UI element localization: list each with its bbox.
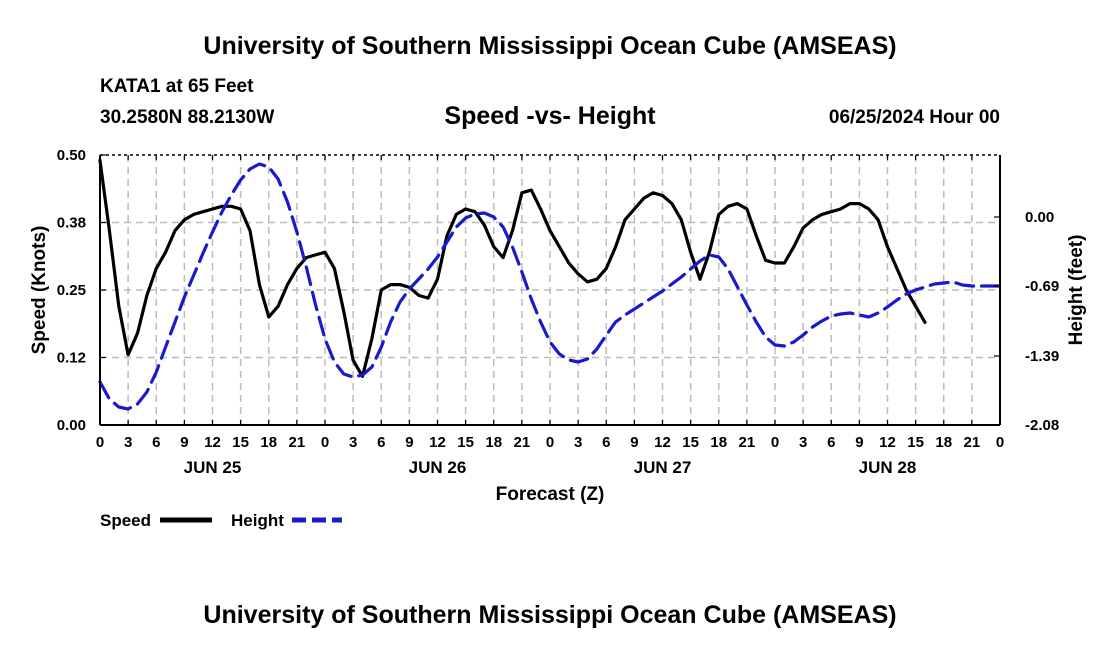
x-tick-label: 3 bbox=[124, 434, 132, 451]
day-label: JUN 25 bbox=[184, 458, 242, 477]
x-tick-label: 21 bbox=[739, 434, 756, 451]
y-right-tick-label: -1.39 bbox=[1025, 348, 1059, 365]
x-tick-label: 0 bbox=[321, 434, 329, 451]
x-tick-label: 3 bbox=[574, 434, 582, 451]
y-left-tick-label: 0.38 bbox=[57, 215, 86, 232]
x-tick-label: 6 bbox=[827, 434, 835, 451]
y-left-tick-label: 0.25 bbox=[57, 282, 86, 299]
x-tick-label: 9 bbox=[855, 434, 863, 451]
chart-title: Speed -vs- Height bbox=[444, 102, 656, 130]
day-label: JUN 27 bbox=[634, 458, 692, 477]
y-left-tick-label: 0.12 bbox=[57, 350, 86, 367]
y-right-tick-label: -0.69 bbox=[1025, 278, 1059, 295]
x-tick-label: 21 bbox=[964, 434, 981, 451]
y-right-tick-label: -2.08 bbox=[1025, 417, 1059, 434]
x-tick-label: 9 bbox=[405, 434, 413, 451]
x-tick-label: 3 bbox=[799, 434, 807, 451]
x-axis-title: Forecast (Z) bbox=[496, 484, 605, 505]
legend-speed-label: Speed bbox=[100, 511, 151, 530]
x-tick-label: 18 bbox=[710, 434, 727, 451]
x-tick-label: 6 bbox=[152, 434, 160, 451]
x-tick-label: 9 bbox=[180, 434, 188, 451]
x-tick-label: 15 bbox=[682, 434, 699, 451]
x-tick-label: 18 bbox=[260, 434, 277, 451]
grid bbox=[100, 155, 1000, 425]
x-tick-label: 15 bbox=[457, 434, 474, 451]
day-label: JUN 28 bbox=[859, 458, 917, 477]
day-label: JUN 26 bbox=[409, 458, 467, 477]
x-tick-label: 12 bbox=[429, 434, 446, 451]
series-layer bbox=[98, 158, 1002, 411]
x-tick-label: 12 bbox=[879, 434, 896, 451]
x-tick-label: 21 bbox=[514, 434, 531, 451]
x-tick-label: 12 bbox=[204, 434, 221, 451]
x-tick-label: 0 bbox=[996, 434, 1004, 451]
x-tick-label: 18 bbox=[485, 434, 502, 451]
x-tick-label: 21 bbox=[289, 434, 306, 451]
y-axis-right-title: Height (feet) bbox=[1066, 235, 1087, 346]
legend-height-label: Height bbox=[231, 511, 284, 530]
y-left-tick-label: 0.50 bbox=[57, 147, 86, 164]
speed-height-chart: Forecast (Z) Speed (Knots) Height (feet)… bbox=[29, 147, 1087, 530]
footer-title: University of Southern Mississippi Ocean… bbox=[203, 601, 897, 629]
station-label: KATA1 at 65 Feet bbox=[100, 76, 254, 97]
x-tick-label: 15 bbox=[907, 434, 924, 451]
x-tick-label: 9 bbox=[630, 434, 638, 451]
axes bbox=[99, 154, 1001, 426]
x-tick-label: 0 bbox=[546, 434, 554, 451]
x-tick-label: 0 bbox=[96, 434, 104, 451]
y-right-tick-label: 0.00 bbox=[1025, 209, 1054, 226]
coordinates-label: 30.2580N 88.2130W bbox=[100, 107, 275, 128]
x-tick-label: 0 bbox=[771, 434, 779, 451]
report-title: University of Southern Mississippi Ocean… bbox=[203, 32, 897, 60]
series-line-speed bbox=[98, 158, 927, 378]
y-left-tick-label: 0.00 bbox=[57, 417, 86, 434]
x-tick-label: 12 bbox=[654, 434, 671, 451]
x-tick-label: 6 bbox=[602, 434, 610, 451]
series-line-height bbox=[98, 162, 1002, 411]
y-axis-left-title: Speed (Knots) bbox=[29, 226, 50, 355]
x-tick-label: 15 bbox=[232, 434, 249, 451]
x-tick-label: 6 bbox=[377, 434, 385, 451]
legend: Speed Height bbox=[100, 511, 342, 530]
x-tick-label: 3 bbox=[349, 434, 357, 451]
forecast-date: 06/25/2024 Hour 00 bbox=[828, 107, 1000, 128]
x-tick-label: 18 bbox=[935, 434, 952, 451]
labels: Forecast (Z) Speed (Knots) Height (feet)… bbox=[29, 147, 1087, 505]
